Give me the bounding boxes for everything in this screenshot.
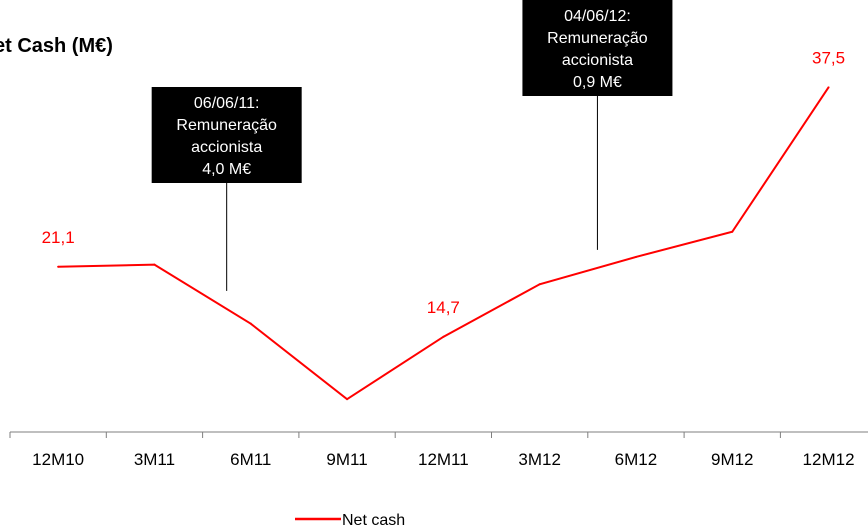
x-tick-label-12m12: 12M12 bbox=[803, 450, 855, 469]
data-label-12m12: 37,5 bbox=[812, 48, 845, 67]
x-axis bbox=[9, 431, 868, 438]
x-tick-label-12m10: 12M10 bbox=[32, 450, 84, 469]
annotation-text-line: 06/06/11: bbox=[194, 95, 260, 112]
x-tick-label-12m11: 12M11 bbox=[418, 450, 469, 469]
x-tick-label-9m11: 9M11 bbox=[326, 450, 367, 469]
data-point bbox=[249, 322, 252, 325]
data-point bbox=[346, 398, 349, 401]
annotation-box bbox=[151, 87, 302, 183]
annotation-callout: 04/06/12: Remuneração accionista 0,9 M€ bbox=[522, 0, 673, 250]
data-label-12m10: 21,1 bbox=[42, 228, 75, 247]
data-point bbox=[827, 86, 830, 89]
data-point bbox=[634, 255, 637, 258]
data-labels: 21,1 14,7 37,5 bbox=[42, 48, 845, 316]
annotation-callout: 06/06/11: Remuneração accionista 4,0 M€ bbox=[151, 87, 302, 291]
legend: Net cash bbox=[295, 512, 405, 529]
annotation-box bbox=[522, 0, 673, 96]
data-point bbox=[538, 283, 541, 286]
annotation-text-line: Remuneração bbox=[176, 117, 277, 134]
annotations: 06/06/11: Remuneração accionista 4,0 M€ 04/0… bbox=[151, 0, 673, 291]
x-tick-label-3m12: 3M12 bbox=[518, 450, 561, 469]
annotation-text-line: accionista bbox=[562, 52, 633, 69]
x-tick-labels: 12M10 3M11 6M11 9M11 12M11 3M12 6M12 9M12 12M12 bbox=[32, 450, 854, 469]
x-tick-label-9m12: 9M12 bbox=[711, 450, 754, 469]
data-point bbox=[153, 263, 156, 266]
data-point bbox=[57, 265, 60, 268]
annotation-text-line: 4,0 M€ bbox=[202, 161, 251, 178]
x-tick-label-3m11: 3M11 bbox=[134, 450, 175, 469]
annotation-text-line: Remuneração bbox=[547, 30, 648, 47]
data-point bbox=[731, 230, 734, 233]
data-point bbox=[442, 335, 445, 338]
annotation-text-line: accionista bbox=[191, 139, 262, 156]
data-label-12m11: 14,7 bbox=[427, 298, 460, 317]
x-tick-label-6m12: 6M12 bbox=[615, 450, 658, 469]
series-net-cash bbox=[57, 86, 830, 401]
legend-label-net-cash: Net cash bbox=[342, 512, 405, 529]
annotation-text-line: 04/06/12: bbox=[564, 8, 631, 25]
x-tick-label-6m11: 6M11 bbox=[230, 450, 271, 469]
annotation-text-line: 0,9 M€ bbox=[573, 74, 622, 91]
chart-title: et Cash (M€) bbox=[0, 35, 113, 57]
